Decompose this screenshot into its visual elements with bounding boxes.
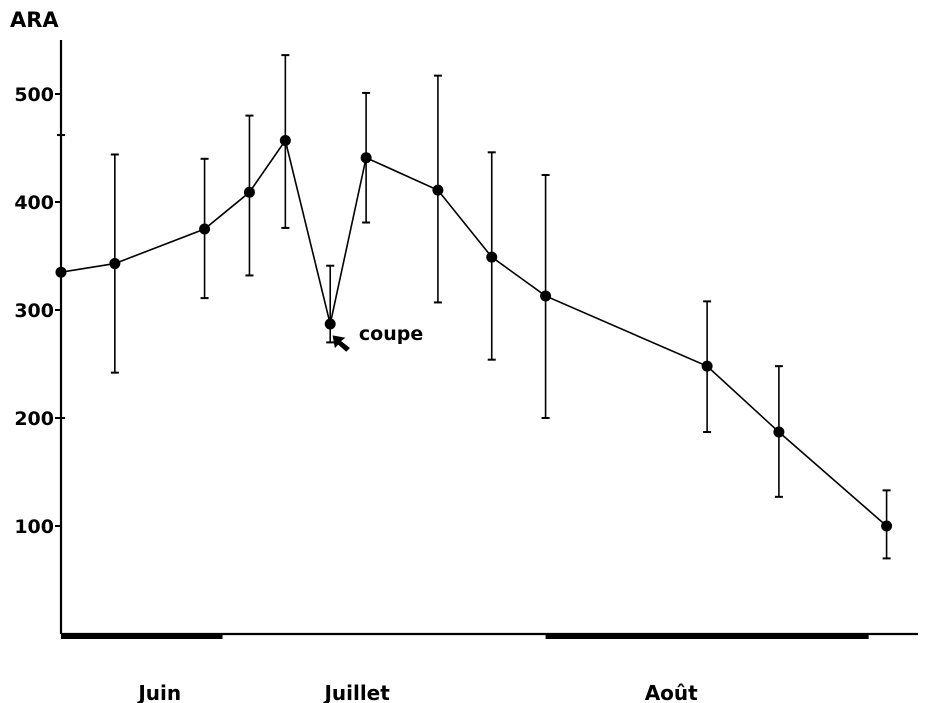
data-point (109, 258, 121, 270)
month-label: Juillet (322, 681, 390, 703)
month-labels: Juin Juillet Août (136, 681, 698, 703)
coupe-arrow-icon (332, 335, 350, 352)
data-point (432, 184, 444, 196)
data-point (243, 186, 255, 198)
coupe-annotation: coupe (332, 323, 423, 352)
month-bar (61, 633, 223, 639)
month-label: Août (645, 681, 698, 703)
data-point (881, 520, 893, 532)
data-point (199, 223, 211, 235)
series-line (60, 138, 888, 527)
month-bar (545, 633, 869, 639)
y-ticks: 100 200 300 400 500 (14, 84, 61, 538)
data-point (324, 318, 336, 330)
y-tick-label: 500 (14, 84, 54, 106)
y-tick-label: 100 (14, 516, 54, 538)
error-bars (57, 54, 891, 560)
data-point (279, 134, 291, 146)
y-axis-label: ARA (10, 8, 59, 32)
chart-axes (59, 40, 918, 636)
coupe-label: coupe (359, 323, 423, 345)
month-bars (61, 633, 869, 639)
y-tick-label: 300 (14, 300, 54, 322)
month-label: Juin (136, 681, 181, 703)
data-point (701, 360, 713, 372)
error-bar (326, 264, 335, 344)
y-tick-label: 200 (14, 408, 54, 430)
data-point (486, 251, 498, 263)
data-point (773, 426, 785, 438)
y-tick-label: 400 (14, 192, 54, 214)
data-point (360, 152, 372, 164)
data-points (55, 134, 893, 532)
data-point (540, 290, 552, 302)
data-point (55, 266, 67, 278)
